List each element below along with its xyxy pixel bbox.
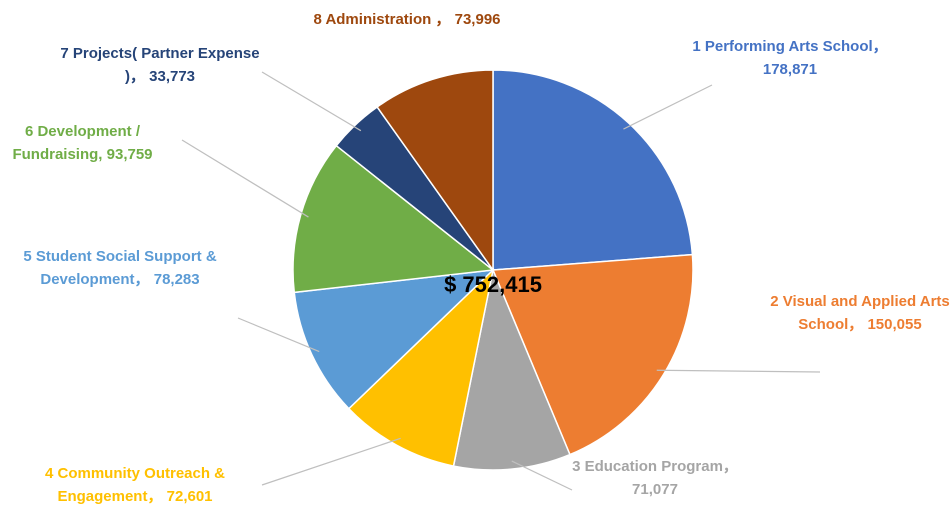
leader-line [261, 437, 401, 486]
leader-line [511, 460, 573, 491]
pie-slice [452, 267, 571, 471]
value-label: 73,996 [454, 11, 501, 28]
value-label: 71,077 [632, 481, 678, 498]
value-label: 150,055 [867, 316, 922, 333]
pie-slice [293, 269, 496, 410]
slice-label: 1 Performing Arts School， 178,871 [690, 35, 890, 81]
value-label: 78,283 [153, 271, 200, 288]
center-label: $ 752,415 [444, 272, 542, 297]
value-label: 33,773 [149, 68, 196, 85]
category-label: 1 Performing Arts School， [692, 38, 888, 55]
pie-slice [492, 69, 694, 271]
pie-slice [376, 69, 494, 273]
leader-line [623, 84, 713, 130]
pie-slice [491, 253, 694, 456]
pie-slice [292, 144, 495, 294]
pie-slice [347, 267, 495, 467]
value-label: 178,871 [762, 61, 818, 78]
value-label: 93,759 [106, 146, 153, 163]
category-label: 6 Development / Fundraising, [12, 123, 141, 163]
slice-label: 8 Administration ， 73,996 [307, 8, 507, 31]
leader-line [237, 317, 320, 353]
slice-label: 5 Student Social Support & Development， … [5, 245, 235, 291]
leader-line [181, 139, 309, 218]
category-label: 8 Administration ， [313, 11, 451, 28]
slice-label: 7 Projects( Partner Expense )， 33,773 [55, 42, 265, 88]
leader-line [261, 71, 362, 132]
slice-label: 6 Development / Fundraising, 93,759 [0, 120, 165, 166]
category-label: 2 Visual and Applied Arts School， [770, 293, 950, 333]
category-label: 7 Projects( Partner Expense )， [60, 45, 260, 85]
category-label: 5 Student Social Support & Development， [23, 248, 217, 288]
slice-label: 2 Visual and Applied Arts School， 150,05… [765, 290, 951, 336]
value-label: 72,601 [166, 488, 213, 505]
slice-label: 3 Education Program， 71,077 [565, 455, 745, 501]
category-label: 3 Education Program， [572, 458, 738, 475]
leader-line [656, 369, 821, 373]
slice-label: 4 Community Outreach & Engagement， 72,60… [10, 462, 260, 508]
category-label: 4 Community Outreach & Engagement， [44, 465, 226, 505]
